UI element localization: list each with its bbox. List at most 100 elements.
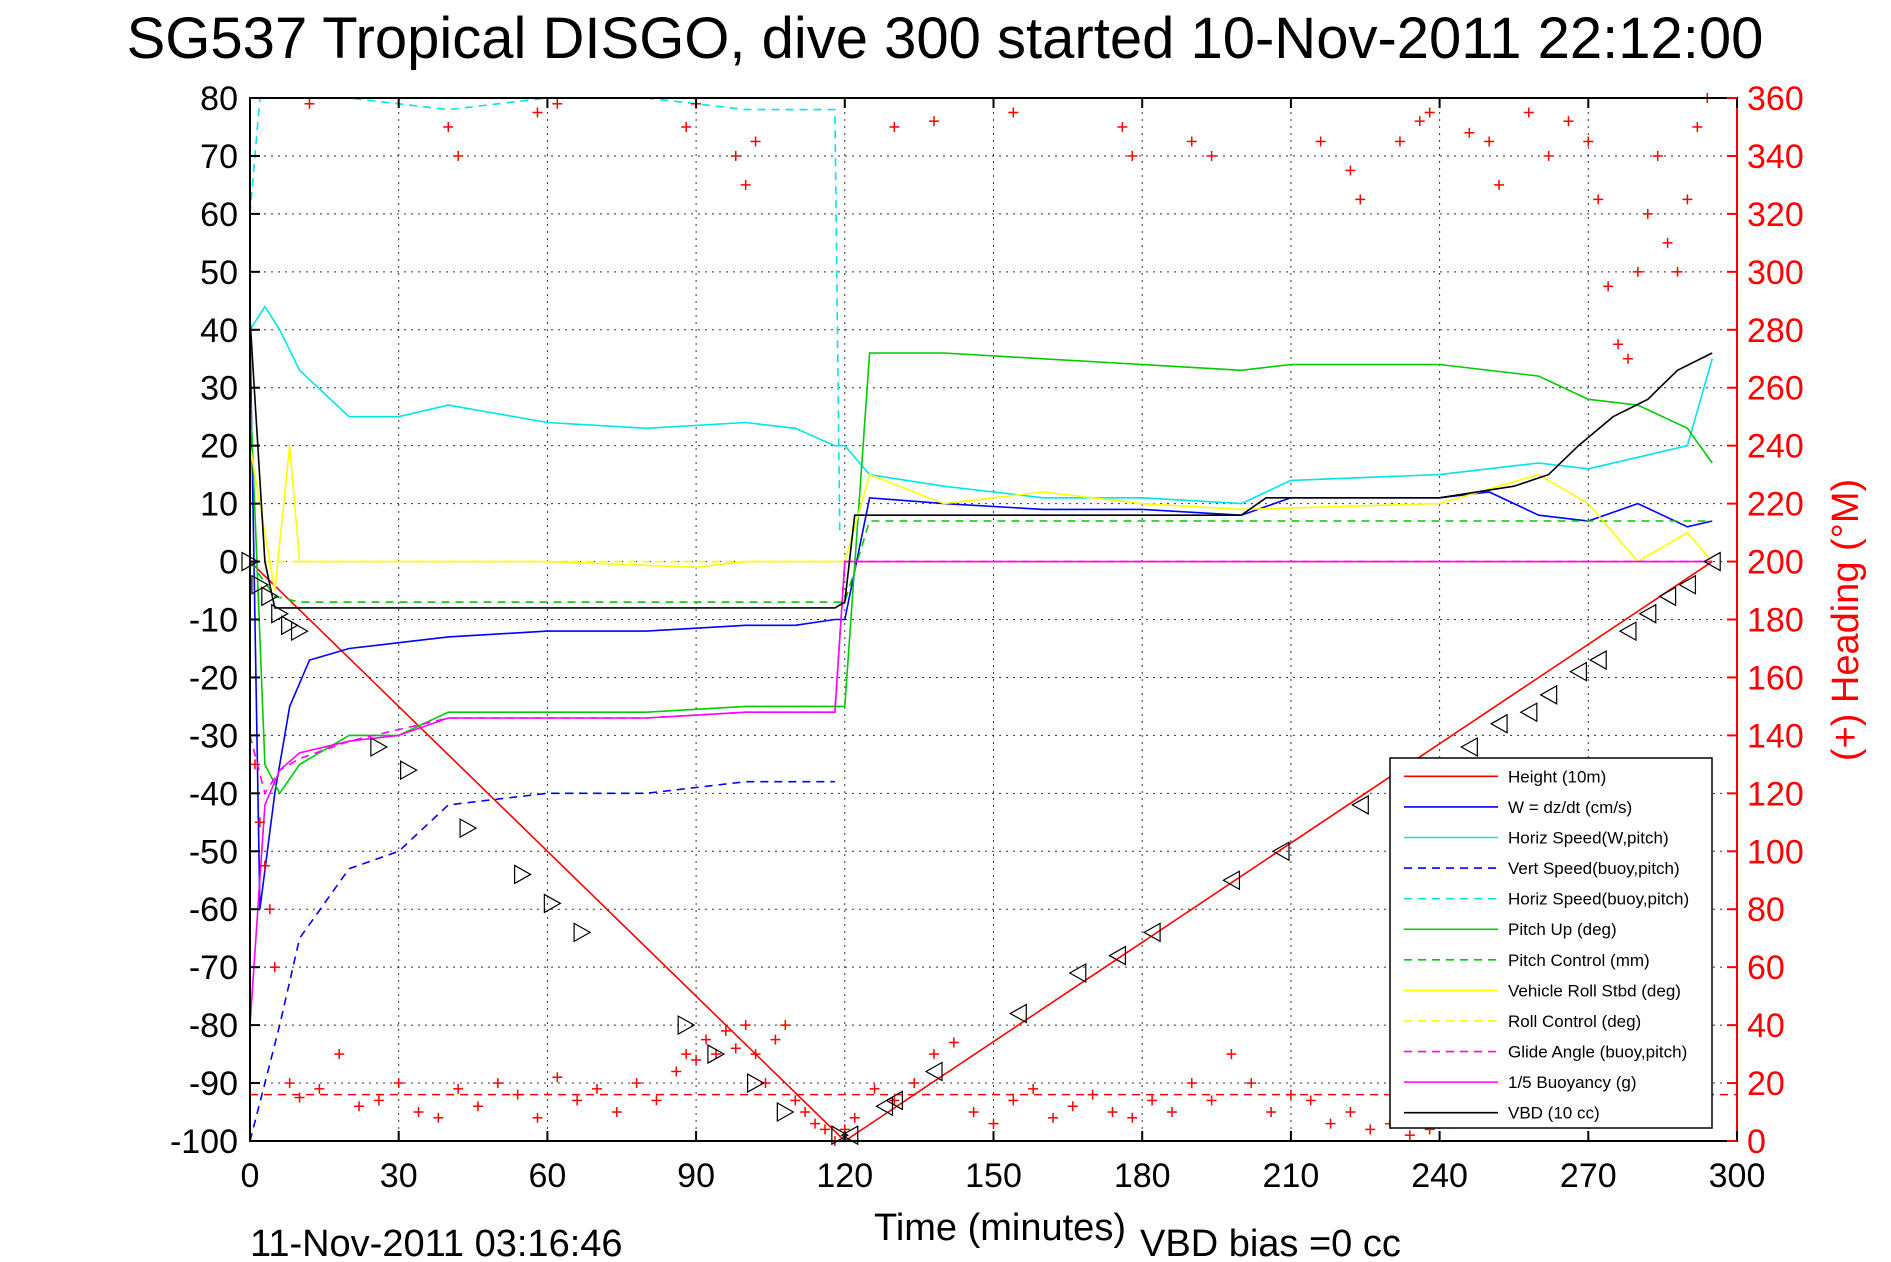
heading-mark — [1206, 1095, 1217, 1106]
pitch-marker — [1658, 586, 1677, 607]
right-tick-label: 160 — [1747, 659, 1804, 697]
footer-vbd-bias: VBD bias =0 cc — [1140, 1223, 1401, 1262]
y-tick-label: -70 — [189, 949, 238, 987]
right-tick-label: 0 — [1747, 1123, 1766, 1161]
x-tick-label: 0 — [241, 1157, 260, 1195]
heading-mark — [572, 1095, 583, 1106]
y-tick-label: -100 — [170, 1123, 238, 1161]
right-tick-label: 120 — [1747, 775, 1804, 813]
heading-mark — [810, 1118, 821, 1129]
right-tick-label: 260 — [1747, 370, 1804, 408]
pitch-marker — [1351, 794, 1369, 815]
y-tick-label: 60 — [200, 196, 238, 234]
y-tick-label: -30 — [189, 717, 238, 755]
heading-mark — [1652, 150, 1663, 161]
heading-mark — [1613, 339, 1624, 350]
series-line-pitch-up-deg — [249, 352, 1713, 795]
heading-mark — [1404, 1130, 1415, 1141]
heading-mark — [1622, 353, 1633, 364]
right-axis-label: (+) Heading (°M) — [1825, 479, 1867, 761]
pitch-marker — [543, 893, 562, 914]
heading-mark — [512, 1089, 523, 1100]
heading-mark — [284, 1078, 295, 1089]
pitch-marker — [1588, 650, 1607, 671]
heading-mark — [631, 1078, 642, 1089]
x-tick-label: 60 — [528, 1157, 566, 1195]
legend-entry: Vert Speed(buoy,pitch) — [1508, 859, 1680, 878]
legend-entry: Pitch Control (mm) — [1508, 951, 1650, 970]
legend-entry: VBD (10 cc) — [1508, 1104, 1600, 1123]
heading-mark — [1028, 1083, 1039, 1094]
heading-mark — [929, 116, 940, 127]
heading-mark — [492, 1078, 503, 1089]
heading-mark — [968, 1107, 979, 1118]
heading-mark — [1692, 121, 1703, 132]
pitch-marker — [1519, 702, 1538, 723]
heading-mark — [1087, 1089, 1098, 1100]
right-tick-label: 340 — [1747, 138, 1804, 176]
y-tick-label: -40 — [189, 775, 238, 813]
heading-mark — [1206, 150, 1217, 161]
series-line-1-5-buoyancy-g — [249, 560, 1713, 1026]
heading-mark — [552, 98, 563, 109]
x-tick-label: 210 — [1263, 1157, 1320, 1195]
heading-mark — [1117, 121, 1128, 132]
x-tick-label: 240 — [1411, 1157, 1468, 1195]
heading-mark — [740, 1020, 751, 1031]
heading-mark — [611, 1107, 622, 1118]
heading-mark — [552, 1072, 563, 1083]
right-tick-label: 80 — [1747, 891, 1785, 929]
pitch-marker — [271, 603, 289, 624]
pitch-marker — [924, 1061, 943, 1082]
heading-mark — [988, 1118, 999, 1129]
y-tick-label: 10 — [200, 486, 238, 524]
series-line-horiz-speed-w-pitch — [249, 305, 1713, 505]
right-tick-label: 180 — [1747, 602, 1804, 640]
right-tick-label: 60 — [1747, 949, 1785, 987]
x-tick-label: 120 — [816, 1157, 873, 1195]
heading-mark — [1127, 1112, 1138, 1123]
heading-mark — [1365, 1124, 1376, 1135]
x-tick-label: 30 — [380, 1157, 418, 1195]
pitch-marker — [1068, 962, 1087, 983]
heading-mark — [1315, 136, 1326, 147]
x-axis-ticks: 0 30 60 90 120 150 180 210 240 270 300 — [241, 98, 1765, 1195]
legend-entry: Pitch Up (deg) — [1508, 920, 1617, 939]
heading-mark — [304, 98, 315, 109]
heading-mark — [760, 1078, 771, 1089]
y-axis-ticks: 80 70 60 50 40 30 20 10 0 -10 -20 -30 -40 -50 -60 -70 -8… — [170, 80, 260, 1161]
footer-timestamp: 11-Nov-2011 03:16:46 — [250, 1223, 623, 1262]
y-tick-label: -60 — [189, 891, 238, 929]
heading-mark — [1266, 1107, 1277, 1118]
heading-mark — [1593, 194, 1604, 205]
heading-mark — [740, 179, 751, 190]
heading-mark — [1345, 165, 1356, 176]
right-tick-label: 300 — [1747, 254, 1804, 292]
pitch-marker — [1460, 736, 1478, 758]
heading-mark — [889, 121, 900, 132]
series-line-horiz-speed-buoy-pitch — [249, 97, 841, 533]
right-tick-label: 280 — [1747, 312, 1804, 350]
pitch-marker — [261, 586, 280, 607]
heading-mark — [334, 1049, 345, 1060]
y-tick-label: -50 — [189, 833, 238, 871]
heading-mark — [1008, 107, 1019, 118]
series-line-vert-speed-buoy-pitch — [249, 780, 835, 1142]
heading-mark — [819, 1124, 830, 1135]
heading-mark — [1285, 1089, 1296, 1100]
heading-mark — [710, 1049, 721, 1060]
x-tick-label: 180 — [1114, 1157, 1171, 1195]
heading-mark — [1523, 107, 1534, 118]
y-tick-label: 30 — [200, 370, 238, 408]
pitch-marker — [885, 1090, 903, 1111]
right-tick-label: 40 — [1747, 1007, 1785, 1045]
right-tick-label: 220 — [1747, 486, 1804, 524]
heading-mark — [433, 1112, 444, 1123]
heading-mark — [730, 1043, 741, 1054]
x-tick-label: 270 — [1560, 1157, 1617, 1195]
y-tick-label: 70 — [200, 138, 238, 176]
heading-mark — [1494, 179, 1505, 190]
pitch-marker — [677, 1015, 696, 1036]
pitch-marker — [1489, 713, 1508, 734]
